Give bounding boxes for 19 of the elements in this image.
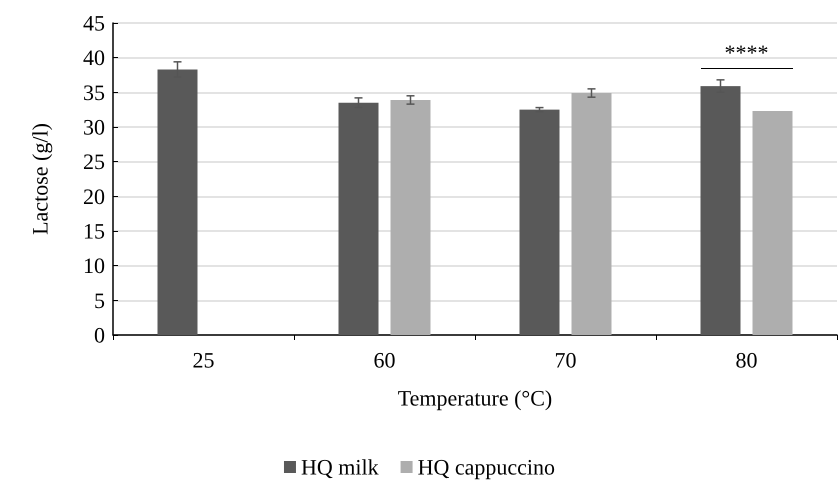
x-tick-label: 25 — [192, 348, 214, 372]
legend-label: HQ milk — [300, 454, 379, 480]
y-tick-label: 10 — [83, 253, 105, 278]
y-axis-title: Lactose (g/l) — [28, 123, 52, 235]
x-tick-label: 70 — [554, 348, 576, 372]
y-tick-label: 30 — [83, 114, 105, 140]
x-tick-label: 60 — [374, 348, 396, 372]
annotation: **** — [724, 40, 768, 66]
y-tick-label: 0 — [94, 322, 105, 348]
y-tick-label: 40 — [83, 45, 105, 70]
y-tick-label: 5 — [94, 288, 105, 313]
y-tick-label: 15 — [83, 218, 105, 244]
legend-label: HQ cappuccino — [418, 454, 556, 480]
x-axis-title: Temperature (°C) — [398, 386, 552, 410]
y-tick-label: 35 — [83, 80, 105, 105]
x-tick-label: 80 — [736, 348, 758, 372]
y-tick-label: 20 — [83, 184, 105, 209]
y-tick-label: 25 — [83, 149, 105, 174]
y-tick-label: 45 — [83, 10, 105, 36]
